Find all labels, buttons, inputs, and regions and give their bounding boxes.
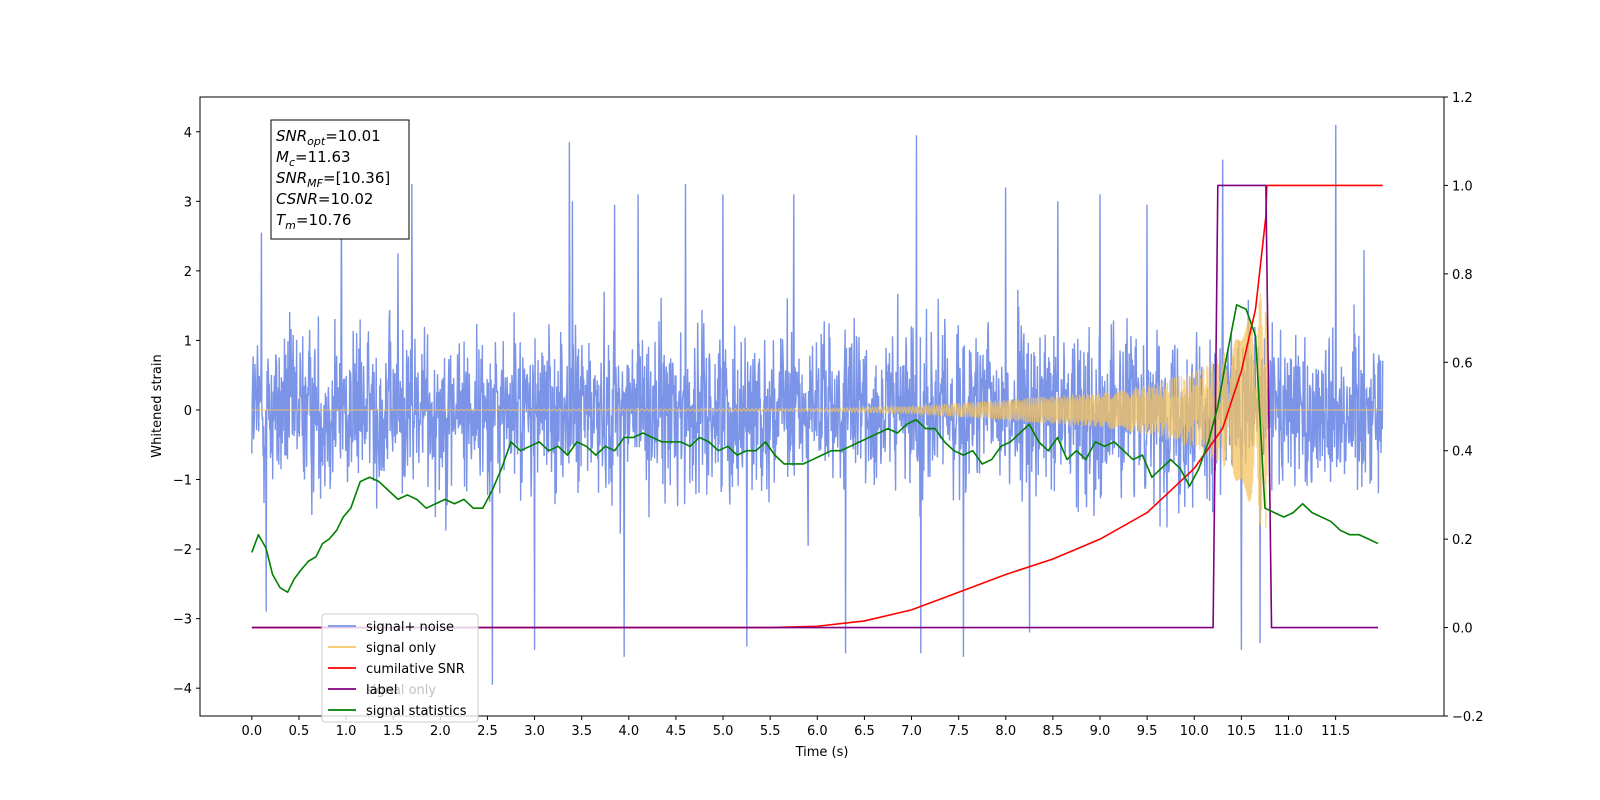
x-tick-label: 2.5 [477, 724, 498, 739]
annotation-line: Mc=11.63 [276, 148, 351, 169]
x-tick-label: 4.0 [618, 724, 639, 739]
series-signal-only-line [251, 293, 1383, 528]
y-right-tick-label: 0.4 [1452, 445, 1473, 460]
legend-label: signal statistics [366, 704, 467, 719]
x-tick-label: 7.0 [901, 724, 922, 739]
x-tick-label: 3.0 [524, 724, 545, 739]
annotation-symbol: SNR [276, 169, 307, 187]
x-tick-label: 8.0 [995, 724, 1016, 739]
x-tick-label: 10.5 [1227, 724, 1256, 739]
y-left-tick-label: −1 [173, 474, 192, 489]
annotation-line: SNRMF=[10.36] [276, 169, 390, 190]
legend: signal+ noise signal only cumilative SNR la… [321, 613, 479, 723]
annotation-symbol: M [276, 148, 289, 166]
y-left-tick-label: −2 [173, 543, 192, 558]
annotation-symbol: T [276, 211, 287, 229]
x-tick-label: 11.5 [1321, 724, 1350, 739]
legend-label: cumilative SNR [366, 662, 465, 677]
series-label-line [251, 184, 1379, 629]
x-tick-label: 11.0 [1274, 724, 1303, 739]
y-left-tick-label: 2 [184, 265, 192, 280]
legend-label: signal+ noise [366, 620, 454, 635]
annotation-value: =[10.36] [323, 169, 390, 187]
annotation-line: CSNR=10.02 [276, 190, 373, 208]
legend-label: label [366, 683, 397, 698]
annotation-value: =10.76 [296, 211, 352, 229]
plot-frame [199, 96, 1445, 717]
annotation-line: SNRopt=10.01 [276, 127, 381, 148]
annotation-symbol: SNR [276, 127, 307, 145]
annotation-subscript: c [289, 156, 295, 169]
x-tick-label: 6.5 [854, 724, 875, 739]
x-tick-label: 5.5 [760, 724, 781, 739]
series-layer [251, 124, 1384, 685]
y-right-tick-label: 1.2 [1452, 91, 1473, 106]
y-left-tick-label: −4 [173, 682, 192, 697]
annotation-value: =10.01 [325, 127, 381, 145]
x-axis: 0.0 0.5 1.0 1.5 2.0 2.5 3.0 3.5 4.0 4.5 5.0 5.5 6.0 6… [241, 716, 1350, 739]
y-left-tick-label: −3 [173, 613, 192, 628]
x-tick-label: 9.0 [1090, 724, 1111, 739]
x-tick-label: 0.5 [289, 724, 310, 739]
series-signal-statistics-line [251, 304, 1379, 593]
x-tick-label: 6.0 [807, 724, 828, 739]
annotation-subscript: MF [307, 177, 323, 190]
legend-ghost-label: signal statistics [366, 704, 467, 719]
annotation-frame [270, 119, 410, 240]
legend-label: signal only [366, 641, 436, 656]
x-tick-label: 9.5 [1137, 724, 1158, 739]
y-left-tick-label: 4 [184, 126, 192, 141]
annotation-subscript: opt [307, 135, 326, 148]
legend-ghost-label: signal only [366, 683, 436, 698]
y-right-tick-label: 1.0 [1452, 179, 1473, 194]
y-left-tick-label: 3 [184, 195, 192, 210]
x-tick-label: 8.5 [1043, 724, 1064, 739]
annotation-value: =11.63 [295, 148, 351, 166]
x-tick-label: 0.0 [241, 724, 262, 739]
y-right-tick-label: 0.8 [1452, 268, 1473, 283]
x-tick-label: 3.5 [571, 724, 592, 739]
y-axis-left-label: Whitened strain [150, 354, 165, 457]
annotation-value: =10.02 [318, 190, 374, 208]
y-axis-left: 4 3 2 1 0 −1 −2 −3 −4 [173, 126, 200, 697]
series-signal-noise-line [251, 124, 1384, 685]
x-tick-label: 2.0 [430, 724, 451, 739]
annotation-line: Tm=10.76 [276, 211, 351, 232]
x-axis-label: Time (s) [795, 745, 849, 760]
x-tick-label: 4.5 [666, 724, 687, 739]
x-tick-label: 5.0 [713, 724, 734, 739]
x-tick-label: 1.5 [383, 724, 404, 739]
x-tick-label: 1.0 [336, 724, 357, 739]
y-right-tick-label: 0.2 [1452, 533, 1473, 548]
annotation-box: SNRopt=10.01Mc=11.63SNRMF=[10.36]CSNR=10… [270, 119, 410, 240]
y-left-tick-label: 0 [184, 404, 192, 419]
x-tick-label: 10.0 [1180, 724, 1209, 739]
y-left-tick-label: 1 [184, 334, 192, 349]
series-cumulative-snr-line [251, 184, 1383, 629]
y-right-tick-label: −0.2 [1452, 710, 1484, 725]
annotation-subscript: m [285, 219, 296, 232]
annotation-symbol: CSNR [276, 190, 318, 208]
legend-frame [321, 613, 479, 723]
x-tick-label: 7.5 [948, 724, 969, 739]
y-right-tick-label: 0.6 [1452, 356, 1473, 371]
y-axis-right: 1.2 1.0 0.8 0.6 0.4 0.2 0.0 −0.2 [1444, 91, 1484, 725]
y-right-tick-label: 0.0 [1452, 622, 1473, 637]
